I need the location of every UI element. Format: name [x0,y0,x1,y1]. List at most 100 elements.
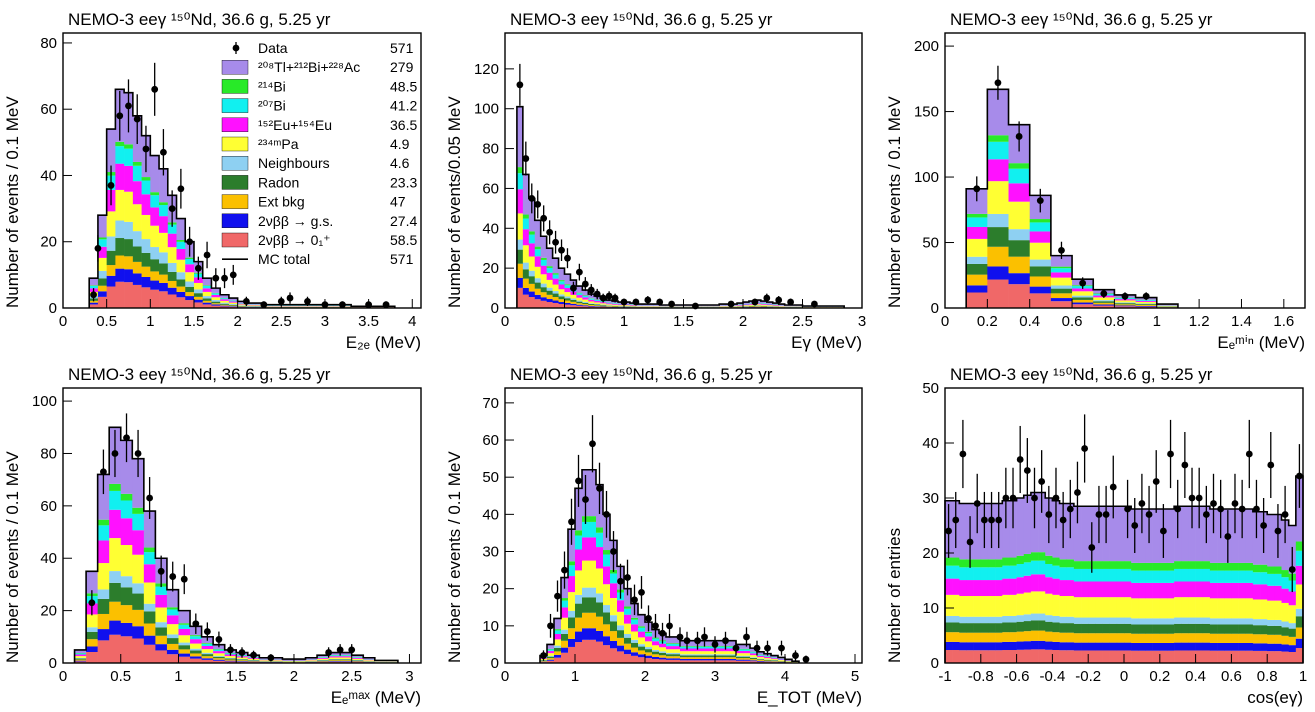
bar-pa [540,274,547,284]
bar-gs [124,269,134,283]
x-tick-label: 1 [1299,668,1307,685]
bar-excited [86,652,98,663]
bar-gs [1152,642,1161,651]
bar-neigh [1045,615,1053,622]
bar-pa [659,647,667,652]
bar-ext [528,283,536,292]
bar-excited [1267,651,1275,663]
legend-value: 4.6 [390,155,410,171]
bar-ext [1124,633,1132,643]
bar-eu [1152,582,1161,599]
bar-tlbiac [74,649,87,654]
bar-eu [1195,581,1204,598]
bar-eu [576,295,583,298]
bar-gs [1252,643,1261,651]
legend-swatch-eu [221,117,249,133]
y-tick-label: 40 [482,506,499,523]
bar-tlbiac [89,278,99,286]
bar-bi214 [736,648,744,650]
bar-pa [564,292,571,297]
bar-eu [995,580,1003,597]
legend-value: 48.5 [390,78,417,94]
x-tick-label: 2.5 [341,668,362,685]
x-tick-label: 0.5 [110,668,131,685]
bar-eu [178,628,191,636]
bar-ext [351,660,364,662]
bar-neigh [328,658,341,660]
bar-bi214 [1008,163,1031,169]
bar-bi214 [1224,562,1232,571]
bar-gs [1135,306,1158,307]
bar-bi207 [606,302,613,304]
bar-ext [211,303,221,305]
bar-pa [760,304,768,306]
bar-neigh [86,627,98,632]
data-point [575,268,583,276]
bar-eu [743,304,750,306]
bar-gs [167,287,177,295]
bar-excited [995,650,1003,663]
bar-gs [1008,273,1031,285]
bar-bi207 [115,146,125,164]
bar-radon [722,655,730,658]
data-point [1015,133,1023,140]
bar-pa [1131,598,1139,619]
bar-pa [729,651,737,655]
data-point [581,280,589,288]
bar-bi207 [176,241,186,249]
bar-pa [1030,591,1039,614]
bar-excited [224,661,237,663]
bar-ext [1145,633,1153,643]
bar-gs [1109,642,1118,651]
bar-pa [945,594,953,616]
bar-bi214 [540,257,547,260]
bar-excited [554,657,562,663]
bar-neigh [1217,618,1225,625]
bar-bi207 [638,627,646,632]
data-point [668,300,675,308]
bar-pa [516,213,524,240]
bar-neigh [1093,300,1115,302]
data-point [304,297,311,305]
bar-bi207 [645,633,653,637]
bar-bi214 [575,530,583,536]
bar-neigh [594,303,601,305]
bar-gs [141,276,151,288]
bar-excited [680,660,688,663]
bar-bi207 [141,180,151,195]
bar-gs [534,294,541,300]
data-point [215,636,223,643]
bar-neigh [74,657,87,659]
bar-radon [340,659,353,661]
bar-eu [631,624,639,632]
bar-gs [617,645,625,652]
bar-gs [1009,641,1017,651]
bar-bi207 [516,173,524,190]
bar-pa [228,302,238,305]
bar-eu [237,303,247,305]
bar-neigh [673,652,681,655]
bar-bi207 [1029,222,1052,232]
bar-ext [155,635,168,645]
data-point [764,644,771,652]
bar-pa [743,653,751,656]
data-point [1016,456,1024,463]
x-tick-label: 2 [739,313,747,330]
bar-excited [120,636,133,663]
bar-neigh [1174,617,1182,624]
bar-ext [1252,634,1261,644]
bar-neigh [603,605,611,613]
bar-bi214 [1281,570,1289,578]
bar-radon [659,652,667,656]
bar-bi207 [1224,570,1232,583]
bar-eu [987,580,996,597]
bar-bi207 [1045,564,1053,578]
data-point [980,516,988,524]
bar-bi207 [1159,570,1168,583]
bar-pa [1295,584,1304,609]
bar-bi207 [673,644,681,647]
bar-eu [612,303,619,305]
data-point [267,654,275,662]
x-tick-label: 1.5 [184,313,205,330]
bar-radon [166,638,179,644]
